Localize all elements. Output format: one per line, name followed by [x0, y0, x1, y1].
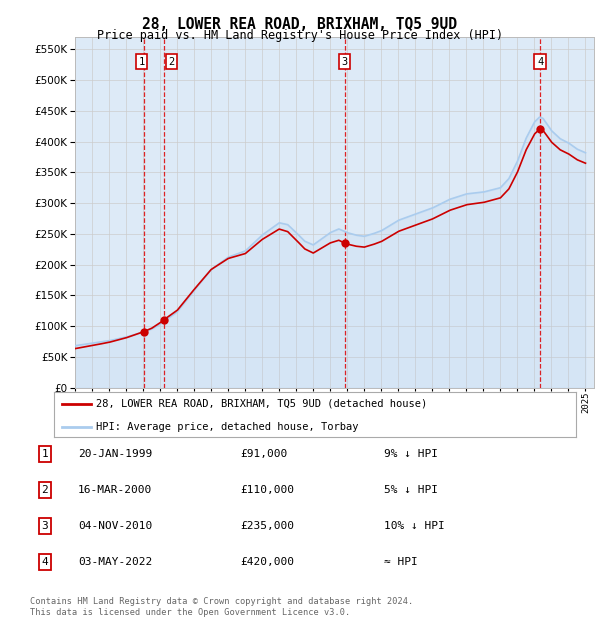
Text: 3: 3 [41, 521, 49, 531]
Text: 28, LOWER REA ROAD, BRIXHAM, TQ5 9UD: 28, LOWER REA ROAD, BRIXHAM, TQ5 9UD [143, 17, 458, 32]
Text: 2: 2 [41, 485, 49, 495]
Text: 20-JAN-1999: 20-JAN-1999 [78, 449, 152, 459]
Text: 04-NOV-2010: 04-NOV-2010 [78, 521, 152, 531]
Text: 4: 4 [41, 557, 49, 567]
Text: £110,000: £110,000 [240, 485, 294, 495]
Text: ≈ HPI: ≈ HPI [384, 557, 418, 567]
Text: £420,000: £420,000 [240, 557, 294, 567]
Text: 28, LOWER REA ROAD, BRIXHAM, TQ5 9UD (detached house): 28, LOWER REA ROAD, BRIXHAM, TQ5 9UD (de… [96, 399, 427, 409]
Text: Price paid vs. HM Land Registry's House Price Index (HPI): Price paid vs. HM Land Registry's House … [97, 29, 503, 42]
Text: HPI: Average price, detached house, Torbay: HPI: Average price, detached house, Torb… [96, 422, 358, 432]
Text: 2: 2 [168, 57, 175, 67]
Text: 10% ↓ HPI: 10% ↓ HPI [384, 521, 445, 531]
Text: 16-MAR-2000: 16-MAR-2000 [78, 485, 152, 495]
Text: 9% ↓ HPI: 9% ↓ HPI [384, 449, 438, 459]
Text: 03-MAY-2022: 03-MAY-2022 [78, 557, 152, 567]
Text: £91,000: £91,000 [240, 449, 287, 459]
Text: 5% ↓ HPI: 5% ↓ HPI [384, 485, 438, 495]
Text: 3: 3 [341, 57, 347, 67]
Text: 4: 4 [537, 57, 544, 67]
Text: Contains HM Land Registry data © Crown copyright and database right 2024.
This d: Contains HM Land Registry data © Crown c… [30, 598, 413, 617]
Text: £235,000: £235,000 [240, 521, 294, 531]
Text: 1: 1 [41, 449, 49, 459]
Text: 1: 1 [138, 57, 145, 67]
